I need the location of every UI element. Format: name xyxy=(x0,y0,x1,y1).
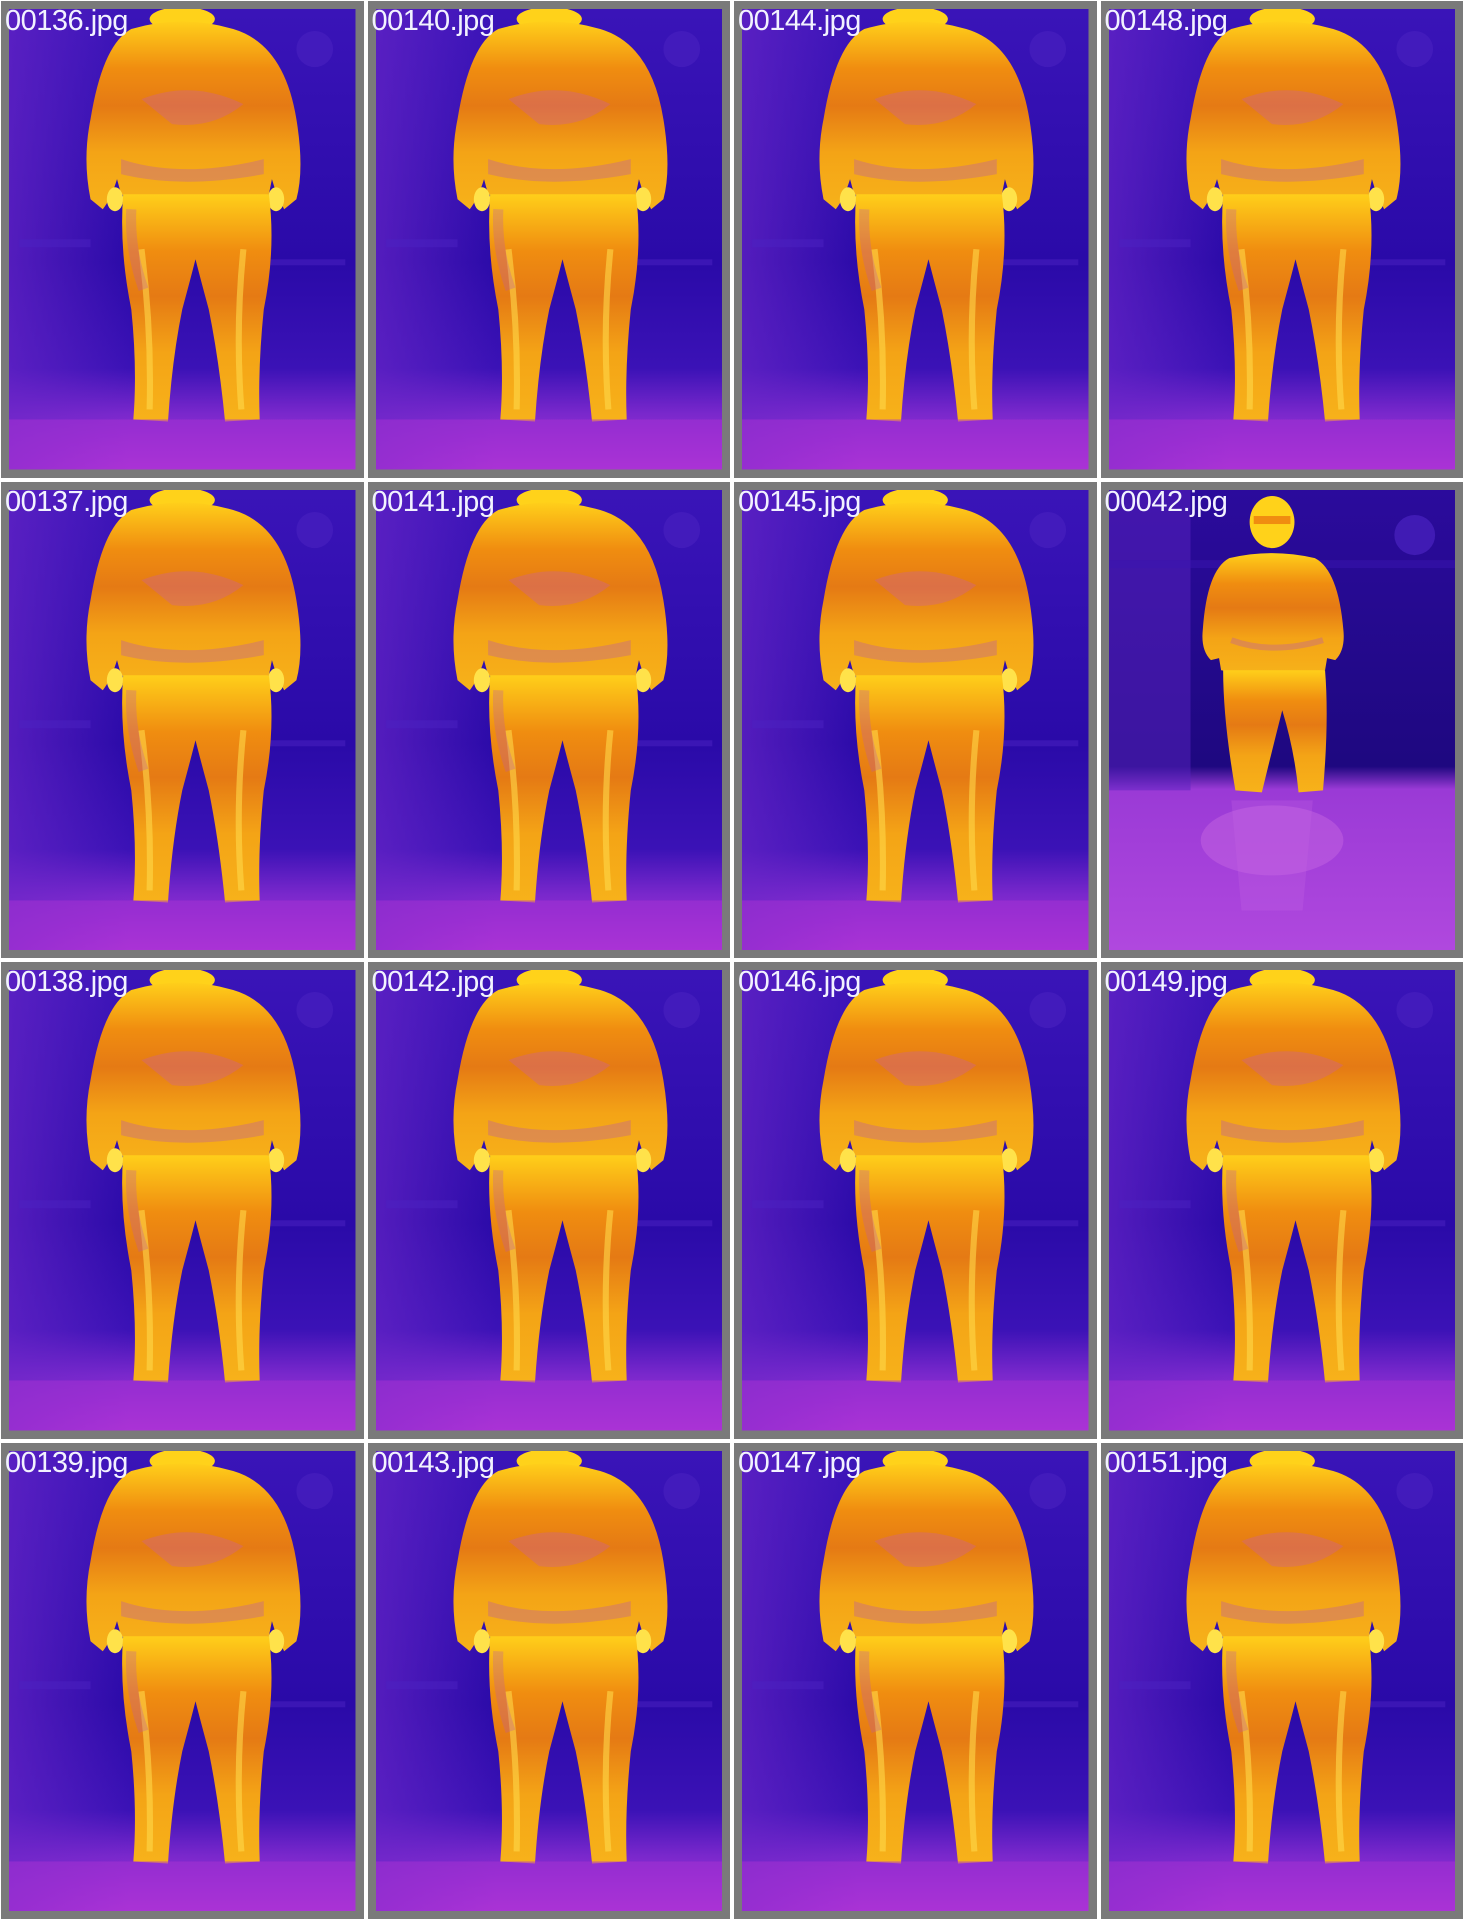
thermal-image xyxy=(9,489,356,950)
filename-label: 00144.jpg xyxy=(738,5,861,37)
filename-label: 00142.jpg xyxy=(371,966,495,998)
thermal-image xyxy=(1108,1450,1455,1911)
thumbnail-tile[interactable]: 00138.jpg xyxy=(1,962,364,1439)
filename-label: 00139.jpg xyxy=(5,1446,128,1479)
thumbnail-tile[interactable]: 00141.jpg xyxy=(367,481,730,958)
thermal-image xyxy=(375,489,722,950)
thermal-image xyxy=(742,9,1089,470)
filename-label: 00149.jpg xyxy=(1104,966,1228,998)
thermal-image xyxy=(1108,970,1455,1431)
filename-label: 00136.jpg xyxy=(5,5,128,37)
thumbnail-tile[interactable]: 00140.jpg xyxy=(367,1,730,478)
thumbnail-tile[interactable]: 00147.jpg xyxy=(734,1442,1097,1919)
filename-label: 00145.jpg xyxy=(738,485,861,518)
thermal-image xyxy=(9,970,356,1431)
filename-label: 00141.jpg xyxy=(371,485,495,518)
thumbnail-tile[interactable]: 00142.jpg xyxy=(367,962,730,1439)
filename-label: 00143.jpg xyxy=(371,1446,495,1479)
thumbnail-tile[interactable]: 00148.jpg xyxy=(1100,1,1463,478)
thermal-image xyxy=(742,1450,1089,1911)
thermal-image xyxy=(9,1450,356,1911)
thumbnail-tile[interactable]: 00136.jpg xyxy=(1,1,364,478)
thumbnail-tile[interactable]: 00145.jpg xyxy=(734,481,1097,958)
thumbnail-tile[interactable]: 00042.jpg xyxy=(1100,481,1463,958)
thumbnail-tile[interactable]: 00139.jpg xyxy=(1,1442,364,1919)
thumbnail-tile[interactable]: 00143.jpg xyxy=(367,1442,730,1919)
thumbnail-tile[interactable]: 00137.jpg xyxy=(1,481,364,958)
filename-label: 00151.jpg xyxy=(1104,1446,1228,1479)
filename-label: 00042.jpg xyxy=(1104,485,1228,518)
filename-label: 00138.jpg xyxy=(5,966,128,998)
thumbnail-tile[interactable]: 00144.jpg xyxy=(734,1,1097,478)
thumbnail-tile[interactable]: 00151.jpg xyxy=(1100,1442,1463,1919)
thermal-image xyxy=(742,970,1089,1431)
thermal-image xyxy=(1108,9,1455,470)
thermal-image xyxy=(375,970,722,1431)
filename-label: 00148.jpg xyxy=(1104,5,1228,37)
thumbnail-tile[interactable]: 00146.jpg xyxy=(734,962,1097,1439)
filename-label: 00147.jpg xyxy=(738,1446,861,1479)
filename-label: 00146.jpg xyxy=(738,966,861,998)
thermal-image xyxy=(1108,489,1455,950)
thermal-image xyxy=(9,9,356,470)
thermal-image xyxy=(375,9,722,470)
thermal-image xyxy=(742,489,1089,950)
thermal-image xyxy=(375,1450,722,1911)
filename-label: 00140.jpg xyxy=(371,5,495,37)
thumbnail-tile[interactable]: 00149.jpg xyxy=(1100,962,1463,1439)
filename-label: 00137.jpg xyxy=(5,485,128,518)
